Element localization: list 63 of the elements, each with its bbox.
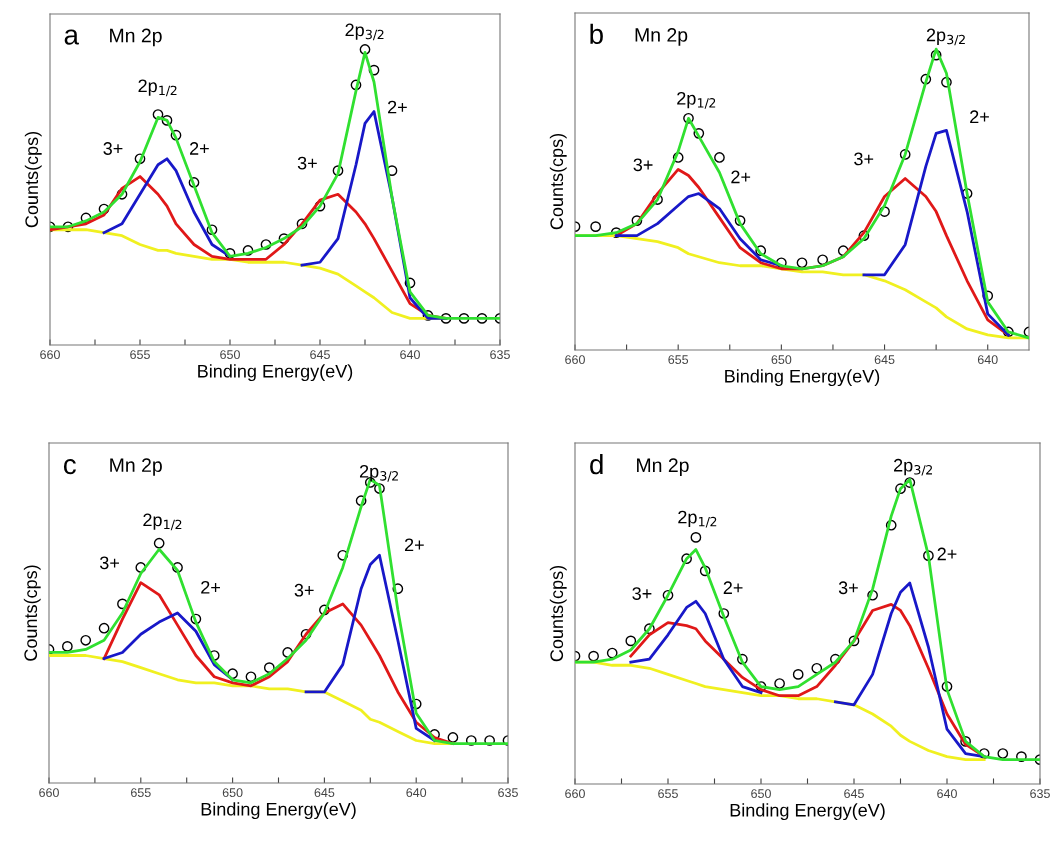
x-axis-title: Binding Energy(eV) xyxy=(201,802,356,820)
text: c xyxy=(63,459,76,475)
x-tick-label: 655 xyxy=(668,355,689,365)
annotation: 2+ xyxy=(388,100,407,114)
x-tick-label: 655 xyxy=(658,789,678,799)
x-tick-label: 655 xyxy=(130,350,150,360)
x-tick-label: 660 xyxy=(565,355,585,365)
x-tick-label: 635 xyxy=(1030,789,1050,799)
x-tick-label: 640 xyxy=(406,788,427,798)
text: Mn 2p xyxy=(110,458,162,476)
annotation: 2+ xyxy=(201,580,220,594)
annotation: 2+ xyxy=(970,110,989,123)
annotation: 3+ xyxy=(632,587,652,600)
x-axis-title: Binding Energy(eV) xyxy=(198,364,353,382)
x-tick-label: 650 xyxy=(771,355,792,365)
annotation: 2p$_{1/2}$ xyxy=(143,513,182,531)
annotation: 3+ xyxy=(297,156,317,170)
x-tick-label: 660 xyxy=(565,789,585,799)
x-tick-label: 635 xyxy=(490,350,510,360)
text: a xyxy=(64,29,79,45)
x-tick-label: 650 xyxy=(222,788,243,798)
text: 2p$_{3/2}$ xyxy=(894,458,932,476)
annotation: 2p$_{1/2}$ xyxy=(138,79,177,97)
text: Mn 2p xyxy=(110,28,162,47)
y-axis-title: Counts(cps) xyxy=(549,565,567,662)
annotation: 3+ xyxy=(838,581,858,595)
text: d xyxy=(590,453,603,475)
annotation: 2+ xyxy=(190,142,209,155)
annotation: 2+ xyxy=(404,538,424,552)
x-tick-label: 645 xyxy=(310,350,330,360)
x-axis-title: Binding Energy(eV) xyxy=(730,803,885,821)
x-tick-label: 640 xyxy=(937,789,957,799)
annotation: 2p$_{3/2}$ xyxy=(359,464,398,482)
x-tick-label: 645 xyxy=(874,355,895,365)
text: b xyxy=(590,23,603,45)
annotation: 2+ xyxy=(723,581,743,594)
annotation: 3+ xyxy=(854,152,874,166)
x-axis-title: Binding Energy(eV) xyxy=(725,369,880,387)
x-tick-label: 655 xyxy=(131,788,151,798)
y-axis-title: Counts(cps) xyxy=(24,131,42,228)
annotation: 2p$_{1/2}$ xyxy=(677,91,716,109)
annotation: 3+ xyxy=(633,158,653,172)
x-tick-label: 640 xyxy=(977,355,998,365)
text: Mn 2p xyxy=(635,28,688,46)
annotation: 3+ xyxy=(103,142,123,155)
x-tick-label: 645 xyxy=(314,788,335,798)
annotation: 2p$_{1/2}$ xyxy=(678,510,717,528)
text: 2p$_{3/2}$ xyxy=(345,23,384,41)
text: 2p$_{3/2}$ xyxy=(926,28,965,46)
annotation: 2+ xyxy=(731,170,751,184)
x-tick-label: 660 xyxy=(39,788,59,798)
x-tick-label: 640 xyxy=(400,350,420,360)
x-tick-label: 650 xyxy=(751,789,771,799)
annotation: 3+ xyxy=(294,583,314,597)
x-tick-label: 645 xyxy=(844,789,864,799)
y-axis-title: Counts(cps) xyxy=(549,133,567,230)
x-tick-label: 660 xyxy=(40,350,60,360)
x-tick-label: 635 xyxy=(498,788,518,798)
annotation: 3+ xyxy=(99,556,119,570)
x-tick-label: 650 xyxy=(220,350,240,360)
y-axis-title: Counts(cps) xyxy=(23,565,41,661)
text: Mn 2p xyxy=(637,458,689,476)
annotation: 2+ xyxy=(937,547,957,561)
